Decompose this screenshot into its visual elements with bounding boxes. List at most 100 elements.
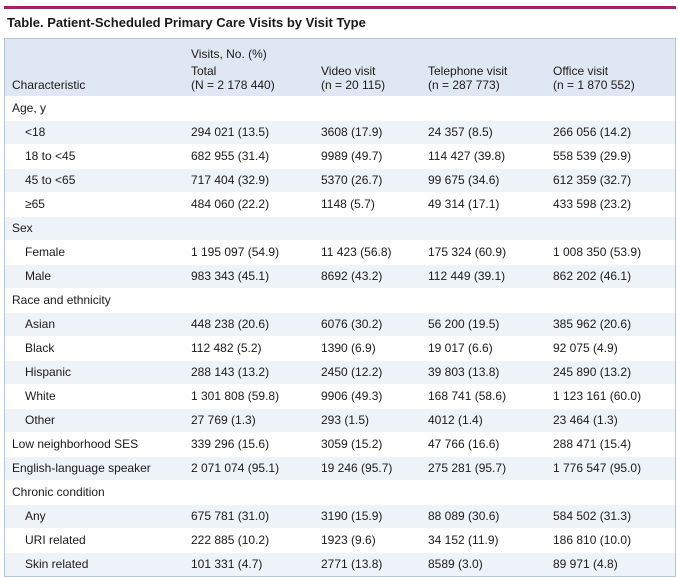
column-header-office: Office visit (n = 1 870 552) xyxy=(553,64,635,92)
table-cell: 862 202 (46.1) xyxy=(553,269,632,283)
table-cell: 682 955 (31.4) xyxy=(191,149,270,163)
table-cell: 293 (1.5) xyxy=(321,413,370,427)
table-row: Chronic condition xyxy=(5,480,675,504)
column-name: Office visit xyxy=(553,64,609,78)
table-cell: 19 017 (6.6) xyxy=(428,341,493,355)
table-row: Asian 448 238 (20.6) 6076 (30.2) 56 200 (19… xyxy=(5,312,675,336)
table-cell: 1923 (9.6) xyxy=(321,533,376,547)
table-row: Age, y xyxy=(5,96,675,120)
table-cell: 6076 (30.2) xyxy=(321,317,383,331)
table-cell: 1390 (6.9) xyxy=(321,341,376,355)
table-cell: 19 246 (95.7) xyxy=(321,461,393,475)
table-cell: 92 075 (4.9) xyxy=(553,341,618,355)
table-header: Visits, No. (%) Characteristic Total (N … xyxy=(5,39,675,96)
row-label: Sex xyxy=(12,221,33,235)
table-row: Sex xyxy=(5,216,675,240)
row-label: Skin related xyxy=(25,557,89,571)
table-cell: 88 089 (30.6) xyxy=(428,509,500,523)
table-figure: Table. Patient-Scheduled Primary Care Vi… xyxy=(4,6,676,577)
table-row: Black 112 482 (5.2) 1390 (6.9) 19 017 (6.6)… xyxy=(5,336,675,360)
row-label: Other xyxy=(25,413,56,427)
column-name: Video visit xyxy=(321,64,376,78)
table-cell: 11 423 (56.8) xyxy=(321,245,392,259)
title-rule xyxy=(4,6,676,9)
table-row: White 1 301 808 (59.8) 9906 (49.3) 168 741 … xyxy=(5,384,675,408)
column-header-total: Total (N = 2 178 440) xyxy=(191,64,275,92)
table-cell: 9906 (49.3) xyxy=(321,389,383,403)
row-label: Race and ethnicity xyxy=(12,293,111,307)
table-row: Race and ethnicity xyxy=(5,288,675,312)
row-label: 18 to <45 xyxy=(25,149,76,163)
row-label: Low neighborhood SES xyxy=(12,437,139,451)
table-cell: 3608 (17.9) xyxy=(321,125,383,139)
table-cell: 4012 (1.4) xyxy=(428,413,483,427)
table-cell: 983 343 (45.1) xyxy=(191,269,270,283)
table-row: 45 to <65 717 404 (32.9) 5370 (26.7) 99 675… xyxy=(5,168,675,192)
column-n: (n = 287 773) xyxy=(428,78,500,92)
table-cell: 1 008 350 (53.9) xyxy=(553,245,642,259)
table-row: Female 1 195 097 (54.9) 11 423 (56.8) 175 3… xyxy=(5,240,675,264)
table-cell: 385 962 (20.6) xyxy=(553,317,632,331)
table-cell: 47 766 (16.6) xyxy=(428,437,500,451)
row-label: Black xyxy=(25,341,55,355)
row-label: 45 to <65 xyxy=(25,173,76,187)
table-cell: 222 885 (10.2) xyxy=(191,533,270,547)
table-cell: 112 482 (5.2) xyxy=(191,341,262,355)
table-cell: 168 741 (58.6) xyxy=(428,389,507,403)
table-cell: 89 971 (4.8) xyxy=(553,557,618,571)
table-title: Table. Patient-Scheduled Primary Care Vi… xyxy=(7,15,366,30)
data-table: Visits, No. (%) Characteristic Total (N … xyxy=(4,38,676,577)
table-cell: 56 200 (19.5) xyxy=(428,317,500,331)
table-cell: 558 539 (29.9) xyxy=(553,149,632,163)
table-cell: 288 143 (13.2) xyxy=(191,365,270,379)
table-cell: 294 021 (13.5) xyxy=(191,125,270,139)
table-cell: 1148 (5.7) xyxy=(321,197,375,211)
table-cell: 433 598 (23.2) xyxy=(553,197,632,211)
table-row: Any 675 781 (31.0) 3190 (15.9) 88 089 (30.6… xyxy=(5,504,675,528)
table-row: Male 983 343 (45.1) 8692 (43.2) 112 449 (39… xyxy=(5,264,675,288)
table-cell: 3190 (15.9) xyxy=(321,509,383,523)
table-row: English-language speaker 2 071 074 (95.1)… xyxy=(5,456,675,480)
table-cell: 584 502 (31.3) xyxy=(553,509,632,523)
table-cell: 484 060 (22.2) xyxy=(191,197,270,211)
table-cell: 49 314 (17.1) xyxy=(428,197,500,211)
row-label: <18 xyxy=(25,125,46,139)
table-cell: 112 449 (39.1) xyxy=(428,269,506,283)
table-cell: 2 071 074 (95.1) xyxy=(191,461,280,475)
table-cell: 8692 (43.2) xyxy=(321,269,383,283)
table-row: URI related 222 885 (10.2) 1923 (9.6) 34 15… xyxy=(5,528,675,552)
row-label: Female xyxy=(25,245,66,259)
column-n: (n = 20 115) xyxy=(321,78,386,92)
table-cell: 266 056 (14.2) xyxy=(553,125,632,139)
column-n: (n = 1 870 552) xyxy=(553,78,635,92)
table-cell: 288 471 (15.4) xyxy=(553,437,632,451)
table-row: Low neighborhood SES 339 296 (15.6) 3059 (… xyxy=(5,432,675,456)
table-cell: 1 301 808 (59.8) xyxy=(191,389,280,403)
row-label: URI related xyxy=(25,533,86,547)
table-cell: 8589 (3.0) xyxy=(428,557,483,571)
table-cell: 2771 (13.8) xyxy=(321,557,383,571)
row-label: White xyxy=(25,389,56,403)
table-cell: 99 675 (34.6) xyxy=(428,173,500,187)
table-cell: 101 331 (4.7) xyxy=(191,557,263,571)
row-label: Asian xyxy=(25,317,56,331)
table-body: Age, y <18 294 021 (13.5) 3608 (17.9) 24 357… xyxy=(5,96,675,576)
table-cell: 1 776 547 (95.0) xyxy=(553,461,642,475)
visits-header: Visits, No. (%) xyxy=(191,47,267,61)
table-cell: 9989 (49.7) xyxy=(321,149,383,163)
table-cell: 27 769 (1.3) xyxy=(191,413,256,427)
row-label: Any xyxy=(25,509,46,523)
row-label: Age, y xyxy=(12,101,47,115)
column-header-telephone: Telephone visit (n = 287 773) xyxy=(428,64,507,92)
table-cell: 3059 (15.2) xyxy=(321,437,383,451)
table-row: 18 to <45 682 955 (31.4) 9989 (49.7) 114 42… xyxy=(5,144,675,168)
table-cell: 448 238 (20.6) xyxy=(191,317,270,331)
table-cell: 175 324 (60.9) xyxy=(428,245,507,259)
table-row: <18 294 021 (13.5) 3608 (17.9) 24 357 (8.5)… xyxy=(5,120,675,144)
table-cell: 275 281 (95.7) xyxy=(428,461,507,475)
table-cell: 339 296 (15.6) xyxy=(191,437,270,451)
table-cell: 186 810 (10.0) xyxy=(553,533,632,547)
column-n: (N = 2 178 440) xyxy=(191,78,275,92)
table-cell: 23 464 (1.3) xyxy=(553,413,618,427)
row-label: Chronic condition xyxy=(12,485,105,499)
